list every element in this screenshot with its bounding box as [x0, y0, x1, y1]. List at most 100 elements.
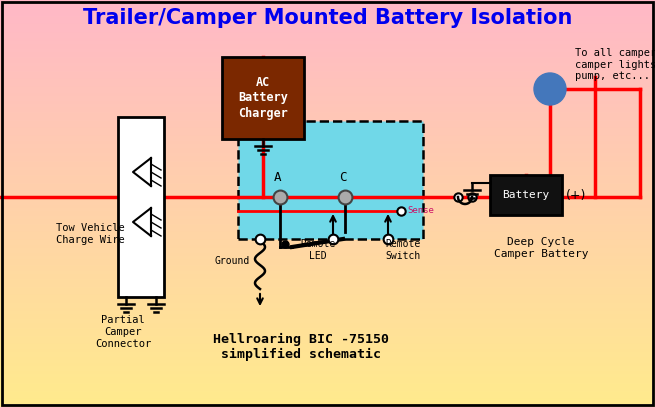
Bar: [0, 75, 655, 77]
Bar: [0, 14, 655, 16]
Text: Remote
Switch: Remote Switch: [385, 239, 421, 261]
Bar: [0, 248, 655, 250]
Bar: [0, 322, 655, 324]
Bar: [0, 289, 655, 291]
Bar: [0, 185, 655, 187]
Bar: [0, 317, 655, 319]
Bar: [0, 183, 655, 185]
Bar: [0, 391, 655, 393]
Bar: [0, 362, 655, 364]
Bar: [0, 230, 655, 232]
Bar: [0, 307, 655, 309]
Bar: [0, 216, 655, 218]
Bar: [0, 305, 655, 307]
Bar: [0, 83, 655, 85]
Bar: [0, 395, 655, 397]
Bar: [0, 161, 655, 163]
Text: Ground: Ground: [214, 256, 250, 266]
Bar: [0, 37, 655, 39]
Bar: [0, 291, 655, 293]
Bar: [0, 364, 655, 366]
Bar: [0, 383, 655, 385]
Bar: [0, 212, 655, 214]
Bar: [0, 8, 655, 10]
Bar: [0, 208, 655, 210]
Bar: [0, 299, 655, 301]
Bar: [0, 381, 655, 383]
Bar: [0, 228, 655, 230]
Bar: [0, 356, 655, 358]
Bar: [0, 55, 655, 57]
Bar: [0, 59, 655, 61]
Bar: [0, 138, 655, 140]
Bar: [0, 385, 655, 387]
Bar: [0, 332, 655, 334]
Text: (+): (+): [566, 188, 586, 201]
Bar: [0, 293, 655, 295]
Bar: [0, 67, 655, 69]
Bar: [0, 126, 655, 128]
Text: Tow Vehicle
Charge Wire: Tow Vehicle Charge Wire: [56, 223, 124, 245]
Bar: [0, 201, 655, 204]
Bar: [0, 167, 655, 169]
Bar: [0, 372, 655, 374]
Bar: [0, 31, 655, 33]
Bar: [0, 368, 655, 370]
Bar: [0, 315, 655, 317]
Bar: [0, 354, 655, 356]
Bar: [0, 47, 655, 49]
Bar: [0, 153, 655, 155]
Bar: [0, 85, 655, 88]
Bar: [0, 393, 655, 395]
Bar: [0, 128, 655, 130]
Bar: [0, 397, 655, 399]
Bar: [0, 191, 655, 193]
Bar: [0, 330, 655, 332]
Bar: [0, 263, 655, 265]
Bar: [0, 224, 655, 226]
Bar: [490, 175, 562, 215]
Bar: [0, 244, 655, 246]
Bar: [0, 147, 655, 149]
Bar: [0, 374, 655, 376]
Bar: [0, 163, 655, 165]
Text: C: C: [339, 171, 346, 184]
Bar: [0, 348, 655, 350]
Bar: [0, 242, 655, 244]
Bar: [0, 98, 655, 100]
Bar: [0, 90, 655, 92]
Bar: [0, 344, 655, 346]
Bar: [0, 142, 655, 144]
Text: Hellroaring BIC -75150
simplified schematic: Hellroaring BIC -75150 simplified schema…: [214, 333, 389, 361]
Bar: [0, 106, 655, 108]
Bar: [0, 285, 655, 287]
Bar: [0, 140, 655, 142]
Bar: [0, 12, 655, 14]
Bar: [0, 81, 655, 83]
Bar: [0, 240, 655, 242]
Bar: [0, 236, 655, 238]
Bar: [0, 73, 655, 75]
Bar: [0, 234, 655, 236]
Bar: [0, 210, 655, 212]
Bar: [0, 218, 655, 220]
Bar: [0, 256, 655, 258]
Bar: [0, 222, 655, 224]
Bar: [0, 271, 655, 273]
Bar: [0, 265, 655, 267]
Bar: [0, 336, 655, 338]
Bar: [0, 267, 655, 269]
Bar: [0, 39, 655, 41]
Bar: [0, 116, 655, 118]
Bar: [0, 175, 655, 177]
Bar: [0, 283, 655, 285]
Bar: [0, 401, 655, 403]
Bar: [0, 26, 655, 28]
Bar: [0, 187, 655, 189]
Bar: [0, 71, 655, 73]
Bar: [0, 254, 655, 256]
Bar: [0, 35, 655, 37]
Bar: [0, 155, 655, 157]
Bar: [0, 193, 655, 195]
Bar: [0, 159, 655, 161]
